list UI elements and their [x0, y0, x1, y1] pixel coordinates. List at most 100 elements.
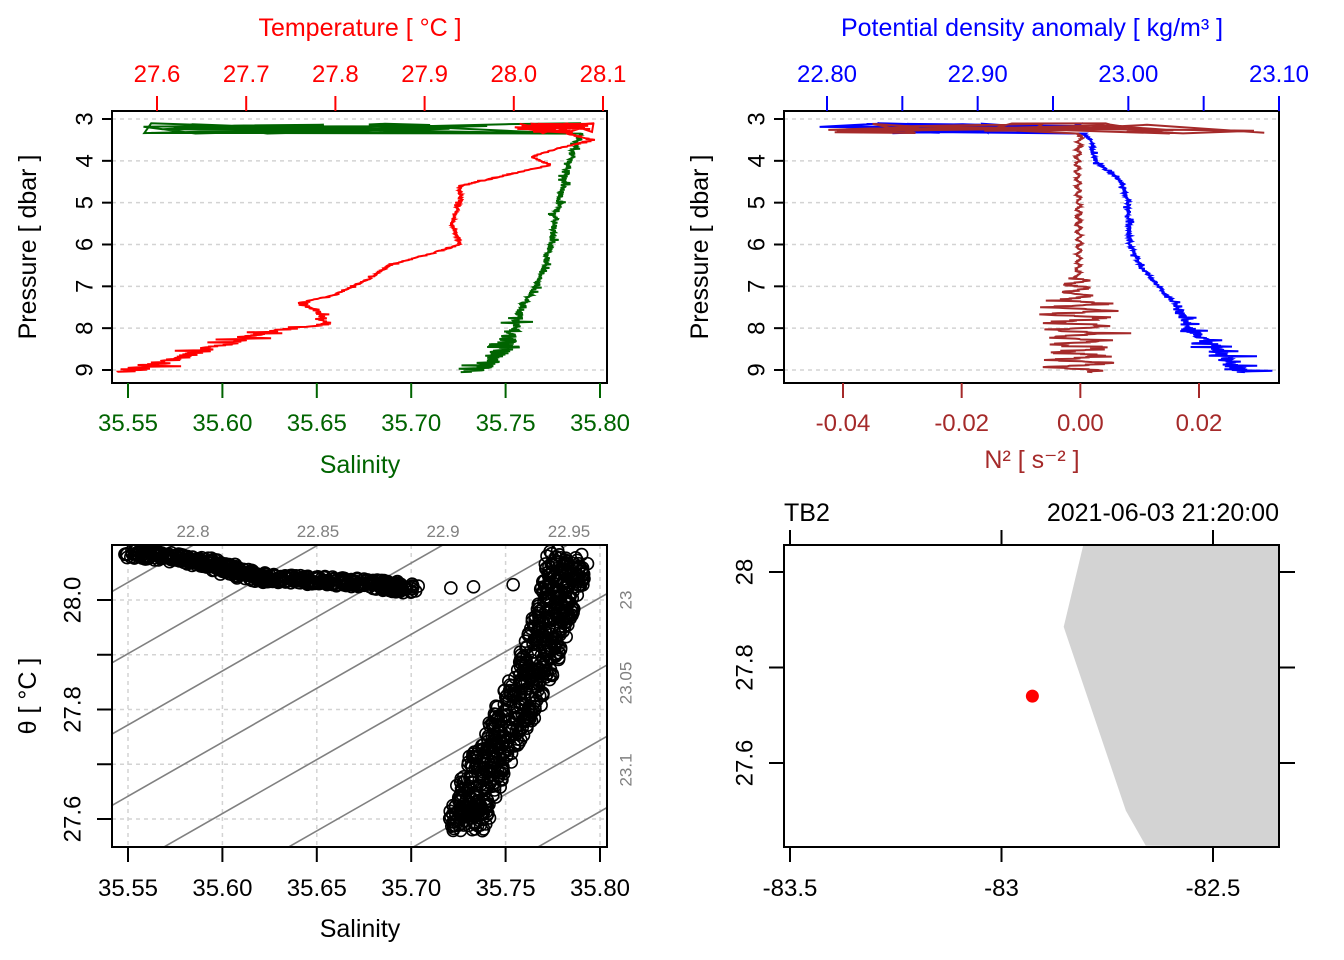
density-plot-frame: [783, 110, 1280, 384]
ts-data-point: [548, 595, 563, 610]
ts-data-point: [528, 667, 543, 682]
density-axis-title: Potential density anomaly [ kg/m³ ]: [841, 14, 1223, 42]
ts-data-point: [517, 703, 532, 718]
ts-data-point: [384, 583, 399, 598]
ts-salinity-tick-label: 35.60: [192, 875, 252, 902]
salinity-axis-title: Salinity: [320, 451, 401, 479]
ts-data-point: [513, 645, 528, 659]
p1-pressure-tick-label: 4: [71, 154, 98, 167]
ts-data-point: [513, 691, 528, 706]
ts-data-point: [560, 610, 574, 625]
salinity-tick-label: 35.65: [287, 410, 347, 437]
ts-data-point: [552, 547, 566, 562]
ts-data-point: [513, 668, 527, 682]
ts-data-point: [530, 673, 545, 688]
pressure-axis-title-2: Pressure [ dbar ]: [686, 155, 714, 340]
latitude-tick-label: 28: [731, 559, 758, 586]
ts-data-point: [462, 781, 477, 796]
p1-pressure-tick-label: 5: [71, 196, 98, 209]
p1-pressure-tick-label: 8: [71, 321, 98, 334]
ts-data-point: [267, 568, 282, 582]
isopycnal-label: 22.8: [176, 522, 209, 541]
ts-data-point: [553, 570, 567, 585]
profile-plot-frame: [111, 110, 608, 384]
density-tick-label: 22.90: [948, 61, 1008, 88]
ts-data-point: [465, 806, 480, 821]
ts-data-point: [374, 581, 388, 596]
ts-data-point: [475, 767, 490, 781]
ts-theta-tick-label: 27.8: [59, 686, 86, 733]
ts-data-point: [462, 749, 477, 764]
ts-data-point: [454, 771, 469, 786]
salinity-tick-label: 35.80: [570, 410, 630, 437]
longitude-tick-label: -83: [984, 875, 1019, 902]
n2-axis-title: N² [ s⁻² ]: [984, 446, 1079, 474]
ts-data-point: [147, 550, 162, 565]
ts-data-point: [510, 719, 525, 733]
density-profile-line: [819, 122, 1273, 374]
ts-plot-area: [112, 545, 607, 847]
ts-data-point: [300, 570, 315, 585]
isopycnal-line: [112, 545, 320, 664]
ts-data-point: [411, 579, 426, 593]
temperature-tick-label: 27.7: [223, 61, 270, 88]
density-tick-label: 23.00: [1098, 61, 1158, 88]
ts-data-point: [495, 773, 509, 787]
ts-data-point: [541, 614, 556, 629]
ts-data-point: [446, 815, 460, 829]
ts-data-point: [570, 588, 585, 602]
isopycnal-label: 23: [616, 591, 635, 610]
p2-pressure-tick-label: 9: [743, 363, 770, 376]
ts-data-point: [554, 597, 569, 612]
ts-data-point: [573, 571, 587, 586]
land-polygon: [1063, 545, 1279, 847]
ts-data-point: [484, 754, 499, 769]
station-marker: [1025, 689, 1039, 703]
pressure-axis-title: Pressure [ dbar ]: [14, 155, 42, 340]
n2-tick-label: -0.02: [934, 410, 989, 437]
ts-data-point: [515, 707, 529, 721]
ts-data-point: [487, 707, 502, 721]
temperature-tick-label: 27.6: [134, 61, 181, 88]
longitude-tick-label: -83.5: [763, 875, 818, 902]
n2-profile-line: [828, 122, 1265, 374]
ts-data-point: [309, 571, 324, 585]
ts-data-point: [532, 613, 547, 628]
ts-data-point: [531, 683, 545, 698]
ts-theta-tick-label: 27.6: [59, 796, 86, 843]
ts-data-point: [540, 586, 555, 600]
ts-data-point: [443, 812, 457, 827]
ts-data-point: [549, 629, 564, 644]
ts-salinity-tick-label: 35.75: [476, 875, 536, 902]
ts-data-point: [465, 822, 480, 837]
ts-data-point: [466, 580, 481, 594]
ts-data-point: [286, 572, 301, 586]
isopycnal-line: [112, 545, 445, 736]
ts-data-point: [491, 770, 506, 784]
ts-data-point: [337, 573, 351, 588]
density-tick-label: 23.10: [1249, 61, 1309, 88]
ts-salinity-tick-label: 35.55: [98, 875, 158, 902]
salinity-tick-label: 35.70: [381, 410, 441, 437]
p2-pressure-tick-label: 7: [743, 280, 770, 293]
longitude-tick-label: -82.5: [1186, 875, 1241, 902]
map-frame: [783, 544, 1280, 848]
ts-data-point: [147, 546, 162, 561]
ts-data-point: [479, 741, 494, 756]
ts-data-point: [376, 583, 390, 598]
ts-theta-tick-label: 28.0: [59, 577, 86, 624]
ts-data-point: [278, 575, 293, 589]
ts-data-point: [544, 546, 559, 561]
isopycnal-label: 23.05: [616, 662, 635, 705]
n2-tick-label: 0.00: [1057, 410, 1104, 437]
ts-data-point: [549, 574, 563, 588]
salinity-profile-line: [142, 122, 585, 374]
ts-data-point: [507, 683, 521, 698]
p2-pressure-tick-label: 8: [743, 321, 770, 334]
salinity-tick-label: 35.60: [192, 410, 252, 437]
ts-data-point: [444, 581, 458, 595]
ts-data-point: [497, 733, 511, 748]
ts-data-point: [542, 577, 557, 591]
ts-data-point: [365, 574, 379, 589]
